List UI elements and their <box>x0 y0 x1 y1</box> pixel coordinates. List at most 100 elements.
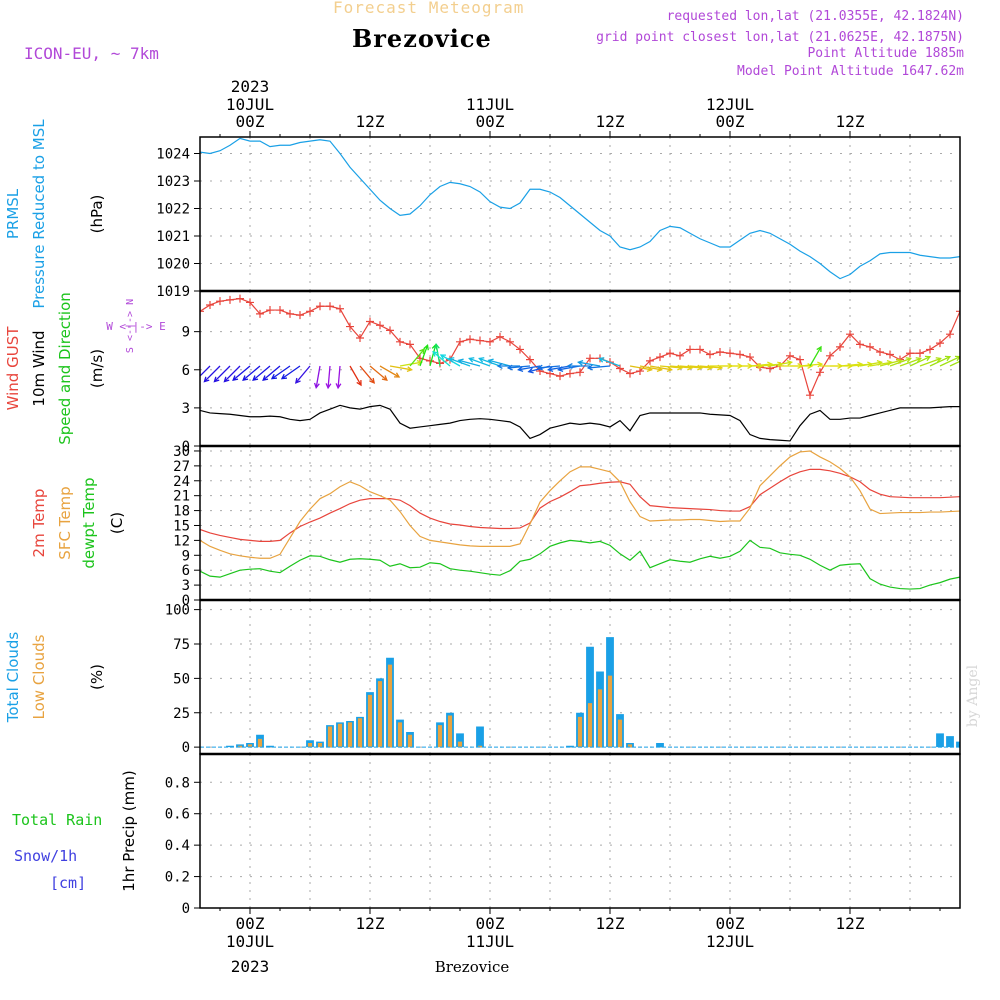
gust-marker <box>506 337 514 346</box>
wind-arrow <box>909 355 932 367</box>
gust-marker <box>276 306 284 315</box>
wind-arrow <box>899 357 922 367</box>
total-cloud-bar <box>936 733 944 748</box>
gust-marker <box>686 345 694 354</box>
wind-arrow <box>409 348 426 367</box>
gust-marker <box>516 345 524 354</box>
axis-label: PRMSL <box>4 188 22 239</box>
wind-arrow <box>389 365 414 373</box>
wind-arrow <box>839 361 864 368</box>
wind-arrow <box>335 365 342 390</box>
wind-arrow <box>270 365 291 380</box>
low-cloud-bar <box>617 719 623 748</box>
wind-arrow <box>457 358 481 367</box>
total-cloud-bar <box>476 726 484 748</box>
gust-marker <box>476 336 484 345</box>
wind-arrow <box>689 364 714 371</box>
wind-arrow <box>516 365 541 373</box>
wind-arrow <box>929 355 952 367</box>
y-tick-label: 6 <box>182 363 190 379</box>
top-tick-label: 12Z <box>596 112 625 131</box>
total-cloud-bar <box>946 736 954 748</box>
wind-arrow <box>200 365 211 377</box>
wind-arrow <box>232 365 251 382</box>
low-cloud-bar <box>577 716 583 748</box>
gust-marker <box>626 369 634 378</box>
low-cloud-bar <box>457 741 463 748</box>
series-line <box>200 298 960 397</box>
low-cloud-bar <box>377 681 383 748</box>
wind-arrow <box>369 365 388 382</box>
total-cloud-bar <box>456 733 464 748</box>
low-cloud-bar <box>257 738 263 748</box>
gust-marker <box>656 353 664 362</box>
gust-marker <box>666 349 674 358</box>
gust-marker <box>326 302 334 311</box>
wind-arrow <box>576 359 601 367</box>
gust-marker <box>736 350 744 359</box>
bottom-tick-label: 12Z <box>836 914 865 933</box>
wind-arrow <box>242 365 261 382</box>
gust-marker <box>706 350 714 359</box>
top-tick-label: 00Z <box>476 112 505 131</box>
panel-grid <box>200 137 960 291</box>
top-date-label: 11JUL <box>466 95 514 114</box>
requested-coordinates: requested lon,lat (21.0355E, 42.1824N) <box>666 9 964 24</box>
y-tick-label: 0.4 <box>165 838 190 854</box>
gust-marker <box>236 294 244 303</box>
y-tick-label: 1023 <box>156 174 190 190</box>
bottom-tick-label: 12Z <box>356 914 385 933</box>
wind-arrow <box>419 344 429 367</box>
grid-point-coordinates: grid point closest lon,lat (21.0625E, 42… <box>596 30 964 45</box>
gust-marker <box>386 326 394 335</box>
wind-arrow <box>349 365 362 387</box>
axis-label: (C) <box>108 512 126 534</box>
top-tick-label: 00Z <box>236 112 265 131</box>
gust-marker <box>216 297 224 306</box>
low-cloud-bar <box>337 723 343 748</box>
gust-marker <box>876 347 884 356</box>
wind-arrow <box>325 365 332 390</box>
gust-marker <box>556 372 564 381</box>
panel-1: 1019 1020 1021 1022 1023 1024 PRMSL Pressure Re… <box>4 119 961 309</box>
gust-marker <box>286 309 294 318</box>
series-line <box>200 404 960 442</box>
gust-marker <box>816 368 824 377</box>
bottom-tick-label: 00Z <box>716 914 745 933</box>
gust-marker <box>526 355 534 364</box>
wind-arrow <box>280 365 301 380</box>
gust-marker <box>486 337 494 346</box>
gust-marker <box>206 300 214 309</box>
wind-arrow <box>649 365 674 373</box>
wind-arrow <box>546 365 571 373</box>
y-tick-label: 3 <box>182 401 190 417</box>
gust-marker <box>646 356 654 365</box>
gust-marker <box>696 345 704 354</box>
wind-arrow <box>359 365 376 384</box>
point-altitude: Point Altitude 1885m <box>807 46 964 61</box>
low-cloud-bar <box>347 722 353 748</box>
gust-marker <box>466 335 474 344</box>
wind-arrow <box>869 359 894 367</box>
meteogram-title: Forecast Meteogram <box>333 0 525 17</box>
axis-label: 2m Temp <box>30 489 48 558</box>
series-line <box>200 137 960 280</box>
low-cloud-bar <box>607 675 613 748</box>
total-cloud-bar <box>656 743 664 748</box>
wind-arrow <box>496 363 520 369</box>
wind-arrow <box>203 365 221 383</box>
y-tick-label: 0 <box>182 740 190 756</box>
y-tick-label: 9 <box>182 325 190 341</box>
gust-marker <box>786 351 794 360</box>
chart-panels: 1019 1020 1021 1022 1023 1024 PRMSL Pressure Re… <box>4 119 961 917</box>
bottom-tick-label: 00Z <box>476 914 505 933</box>
gust-marker <box>200 307 204 316</box>
bottom-tick-label: 00Z <box>236 914 265 933</box>
axis-label: SFC Temp <box>56 486 74 559</box>
low-cloud-bar <box>447 715 453 748</box>
precip-axis-label: 1hr Precip (mm) <box>120 770 138 891</box>
gust-marker <box>576 368 584 377</box>
low-cloud-bar <box>437 725 443 748</box>
gust-marker <box>376 321 384 330</box>
